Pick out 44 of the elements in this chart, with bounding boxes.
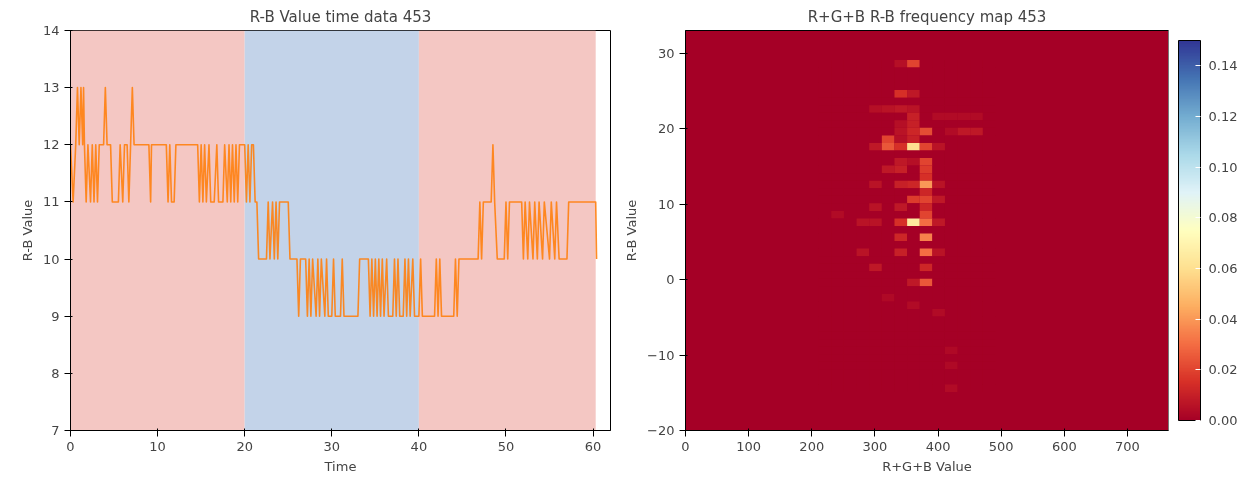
- y-tick-label: 12: [42, 137, 60, 153]
- y-tick-label: 7: [51, 423, 60, 438]
- color-bar-label: 0.14: [1208, 58, 1238, 74]
- y-tick-label: 10: [657, 196, 675, 212]
- x-tick-label: 60: [584, 438, 602, 454]
- x-tick-label: 0: [66, 438, 75, 454]
- chart-title: R-B Value time data 453: [249, 7, 432, 26]
- x-tick-label: 40: [410, 438, 428, 454]
- y-tick-label: 14: [42, 23, 60, 38]
- y-tick-label: 11: [42, 194, 60, 210]
- x-tick-label: 600: [1051, 438, 1077, 454]
- y-axis-title: R-B Value: [624, 199, 640, 262]
- x-tick-label: 400: [925, 438, 951, 454]
- x-tick-label: 300: [862, 438, 888, 454]
- color-bar-label: 0.02: [1208, 362, 1238, 378]
- color-bar-label: 0.00: [1208, 413, 1238, 428]
- x-tick-label: 0: [681, 438, 690, 454]
- y-axis-title: R-B Value: [19, 199, 35, 262]
- x-tick-label: 100: [736, 438, 762, 454]
- y-tick-label: 9: [51, 308, 60, 324]
- x-tick-label: 700: [1115, 438, 1140, 454]
- color-bar-label: 0.10: [1208, 159, 1238, 175]
- y-tick-label: 0: [666, 272, 675, 288]
- y-tick-label: 20: [657, 121, 675, 137]
- color-bar-label: 0.12: [1208, 109, 1238, 124]
- x-axis-title: R+G+B Value: [882, 458, 972, 474]
- color-bar-label: 0.04: [1208, 311, 1238, 327]
- y-tick-label: 10: [42, 251, 60, 267]
- color-bar-label: 0.06: [1208, 261, 1238, 276]
- color-bar-label: 0.08: [1208, 210, 1238, 226]
- y-tick-label: −10: [647, 347, 675, 363]
- x-tick-label: 30: [323, 438, 341, 454]
- y-tick-label: 30: [657, 45, 675, 61]
- y-tick-label: 8: [51, 365, 60, 381]
- chart-title: R+G+B R-B frequency map 453: [807, 7, 1047, 26]
- line-series: [70, 86, 598, 318]
- x-tick-label: 200: [799, 438, 825, 454]
- x-axis-title: Time: [323, 458, 357, 474]
- x-tick-label: 500: [988, 438, 1014, 454]
- x-tick-label: 20: [236, 438, 253, 454]
- x-tick-label: 50: [497, 438, 515, 454]
- y-tick-label: 13: [42, 80, 60, 96]
- x-tick-label: 10: [149, 438, 166, 454]
- y-tick-label: −20: [647, 423, 675, 438]
